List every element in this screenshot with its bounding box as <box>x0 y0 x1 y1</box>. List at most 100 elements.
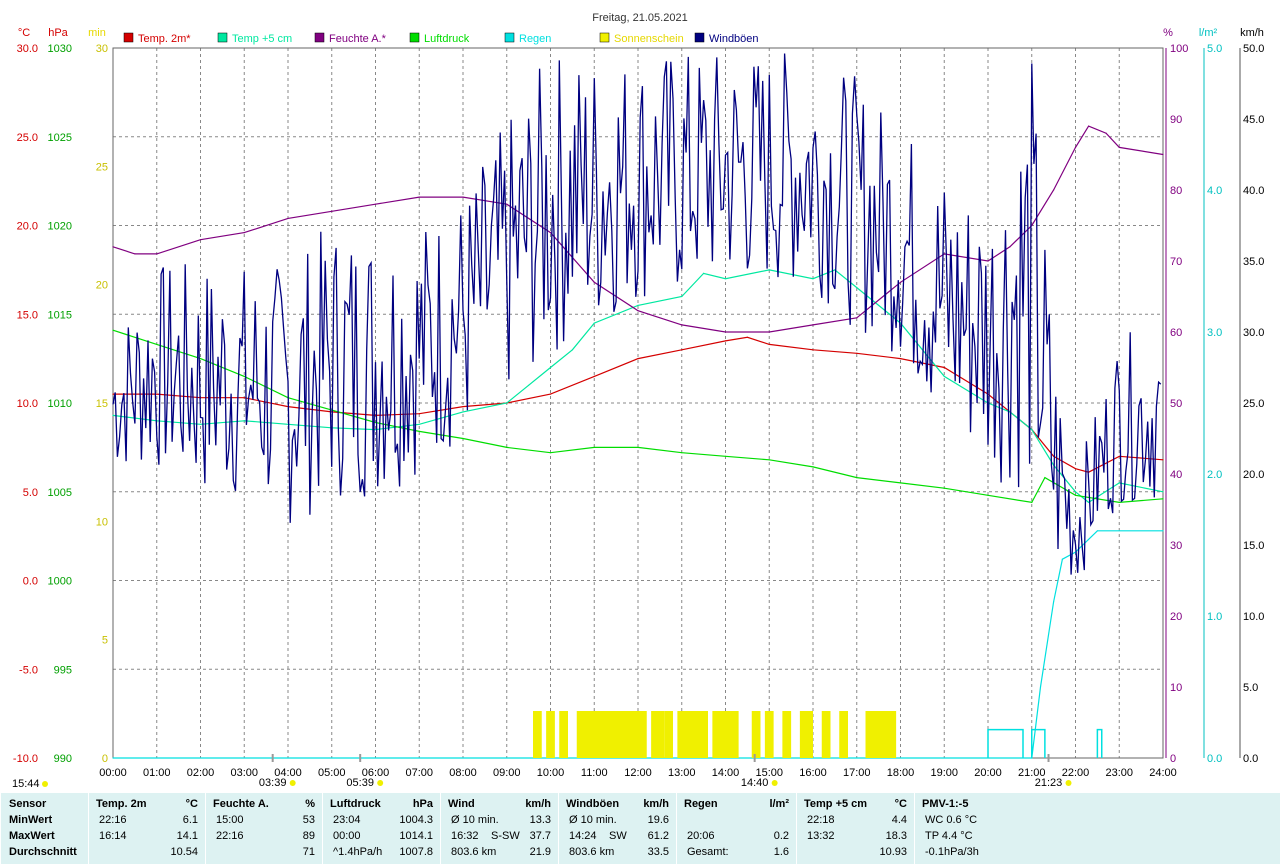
data-point <box>1031 501 1033 503</box>
tick-label-humidity: 20 <box>1170 611 1182 623</box>
data-point <box>462 196 464 198</box>
data-point <box>1031 429 1033 431</box>
stats-column-title: Windböen <box>566 798 620 810</box>
sunshine-bar <box>664 711 673 758</box>
axis-unit-label: °C <box>18 27 30 39</box>
tick-label-humidity: 100 <box>1170 43 1188 55</box>
stats-cell-value: 89 <box>302 830 315 842</box>
data-point <box>199 423 202 425</box>
data-point <box>134 253 136 255</box>
stats-cell-value: 1007.8 <box>399 846 433 858</box>
data-point <box>199 358 202 360</box>
series-feuchte-a- <box>112 125 1164 333</box>
tick-label-time: 06:00 <box>362 767 390 779</box>
tick-label-sunshine: 25 <box>96 161 108 173</box>
legend-swatch <box>217 32 228 43</box>
tick-label-time: 03:00 <box>230 767 258 779</box>
tick-label-rain: 4.0 <box>1207 185 1222 197</box>
data-point <box>1162 491 1164 493</box>
axis-unit-label: min <box>88 27 106 39</box>
stats-column: Luftdruck hPa 23:04 1004.3 00:00 1014.1 ^1.4hP… <box>322 793 441 864</box>
stats-cell-label: ^1.4hPa/h <box>333 846 383 858</box>
stats-cell-label: 00:00 <box>333 830 361 842</box>
tick-label-sunshine: 10 <box>96 516 108 528</box>
legend-label: Feuchte A.* <box>329 33 387 45</box>
data-point <box>112 414 114 416</box>
data-point <box>637 310 639 312</box>
stats-column-unit: % <box>305 798 315 810</box>
moonset-time: 14:40 <box>741 777 769 789</box>
data-point <box>724 331 727 333</box>
stats-cell-value: 1004.3 <box>399 814 433 826</box>
data-point <box>943 253 945 255</box>
data-point <box>637 358 639 360</box>
data-point <box>418 196 420 198</box>
stats-column-unit: hPa <box>412 798 433 810</box>
stats-cell-label: 13:32 <box>807 830 835 842</box>
tick-label-time: 24:00 <box>1149 767 1177 779</box>
stats-cell-value: 4.4 <box>891 814 907 826</box>
data-point <box>899 358 902 360</box>
stats-row-label: Durchschnitt <box>9 846 77 858</box>
sunshine-bar <box>782 711 792 758</box>
sunshine-bar <box>865 711 897 758</box>
tick-label-rain: 2.0 <box>1207 469 1222 481</box>
tick-label-time: 23:00 <box>1105 767 1133 779</box>
stats-cell-label: 23:04 <box>333 814 361 826</box>
data-point <box>724 340 727 342</box>
unit-headers: °C hPa min% l/m² km/h <box>18 27 1264 39</box>
stats-column: Windböen km/h Ø 10 min. 19.6 14:24 SW 61.2 803.… <box>558 793 677 864</box>
stats-column-title: Luftdruck <box>330 798 381 810</box>
data-point <box>1118 482 1120 484</box>
data-point <box>418 430 420 432</box>
tick-label-temp: 5.0 <box>23 487 38 499</box>
data-point <box>856 317 858 319</box>
stats-cell-label: 14:24 <box>569 830 597 842</box>
rain-pulse <box>1096 728 1103 758</box>
stats-cell-label: 16:14 <box>99 830 127 842</box>
stats-column-title: PMV-1:-5 <box>922 798 969 810</box>
tick-label-wind: 20.0 <box>1243 469 1264 481</box>
tick-label-rain: 3.0 <box>1207 327 1222 339</box>
legend-swatch <box>694 32 705 43</box>
data-point <box>549 452 552 454</box>
data-point <box>243 420 245 422</box>
axis-unit-label: % <box>1163 27 1173 39</box>
sunshine-bar <box>533 711 542 758</box>
tick-label-temp: 0.0 <box>23 576 38 588</box>
tick-label-rain: 5.0 <box>1207 43 1222 55</box>
data-point <box>462 411 464 413</box>
data-point <box>462 437 464 440</box>
data-point <box>1105 132 1107 134</box>
tick-label-wind: 45.0 <box>1243 114 1264 126</box>
tick-label-sunshine: 20 <box>96 280 108 292</box>
data-point <box>506 446 508 448</box>
stats-cell-value: 18.3 <box>885 830 907 842</box>
tick-label-time: 16:00 <box>799 767 827 779</box>
data-point <box>112 393 114 395</box>
data-point <box>593 281 595 283</box>
series-sonnenschein <box>533 711 897 758</box>
data-point <box>156 253 158 255</box>
data-point <box>1162 459 1164 461</box>
data-point <box>1074 146 1077 148</box>
tick-label-temp: 25.0 <box>17 132 38 144</box>
tick-label-humidity: 40 <box>1170 469 1182 481</box>
stats-column-unit: km/h <box>525 798 551 810</box>
sunrise-time: 05:39 <box>346 777 374 789</box>
data-point <box>243 397 245 399</box>
statistics-panel: Sensor MinWert MaxWert Durchschnitt Temp. 2m… <box>0 793 1280 864</box>
data-point <box>156 343 158 345</box>
axis-unit-label: hPa <box>48 27 68 39</box>
tick-label-sunshine: 15 <box>96 398 108 410</box>
stats-cell-value: 1.6 <box>773 846 789 858</box>
tick-label-time: 10:00 <box>537 767 565 779</box>
stats-cell-label: 20:06 <box>687 830 715 842</box>
stats-column-title: Wind <box>448 798 475 810</box>
data-point <box>506 402 508 404</box>
stats-cell-label: WC 0.6 °C <box>925 814 978 826</box>
tick-label-time: 02:00 <box>187 767 215 779</box>
legend-swatch <box>504 32 515 43</box>
stats-row-label: MinWert <box>9 814 53 826</box>
tick-label-wind: 50.0 <box>1243 43 1264 55</box>
